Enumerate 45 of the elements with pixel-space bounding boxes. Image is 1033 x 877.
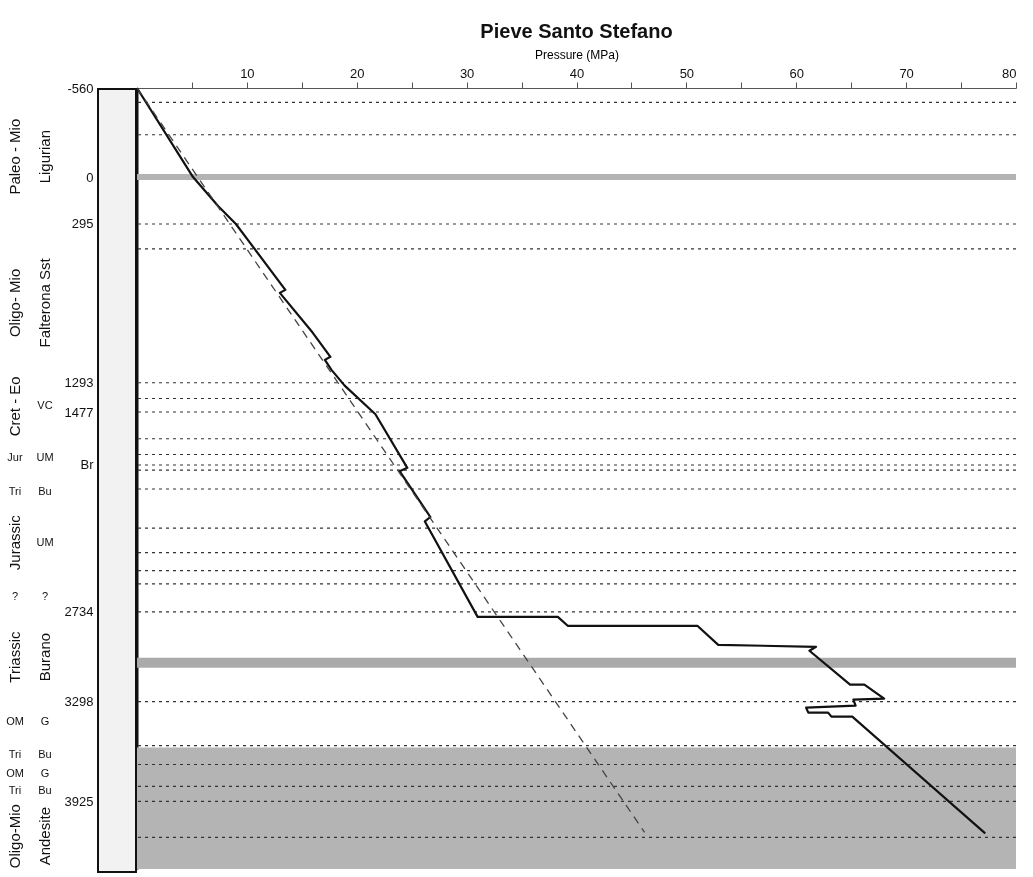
- text: G: [40, 714, 50, 727]
- text: VC: [37, 399, 53, 412]
- text: Triassic: [6, 631, 23, 683]
- x-tick-label: 30: [459, 65, 475, 81]
- text: Falterona Sst: [36, 257, 53, 348]
- y-tick-label: -560: [67, 80, 94, 96]
- text: Cret - Eo: [6, 376, 23, 437]
- text: OM: [6, 767, 24, 780]
- text: Oligo-Mio: [6, 804, 23, 869]
- y-tick-label: 3925: [64, 793, 94, 809]
- text: Andesite: [36, 806, 53, 866]
- y-tick-label: 0: [86, 169, 94, 185]
- x-tick-label: 70: [899, 65, 914, 81]
- text: Tri: [8, 484, 22, 497]
- text: Tri: [8, 747, 22, 760]
- x-tick-label: 20: [350, 65, 365, 81]
- text: OM: [6, 714, 24, 727]
- text: Ligurian: [36, 129, 53, 184]
- y-tick-label: 1477: [64, 404, 94, 420]
- y-tick-label: 2734: [64, 604, 94, 620]
- y-tick-label: 1293: [64, 375, 94, 391]
- text: Paleo - Mio: [6, 118, 23, 195]
- text: Bu: [38, 747, 52, 760]
- text: Oligo- Mio: [6, 268, 23, 338]
- text: Burano: [36, 632, 53, 682]
- x-tick-label: 10: [240, 65, 255, 81]
- y-tick-label: Br: [80, 457, 95, 473]
- y-tick-label: 3298: [64, 694, 94, 710]
- text: Jurassic: [6, 514, 23, 571]
- text: Jur: [7, 451, 23, 464]
- x-tick-label: 60: [789, 65, 804, 81]
- chart-title: Pieve Santo Stefano: [480, 20, 673, 42]
- text: Bu: [38, 484, 52, 497]
- x-axis-title: Pressure (MPa): [534, 47, 620, 62]
- text: Bu: [38, 784, 52, 797]
- text: UM: [36, 451, 54, 464]
- text: ?: [41, 590, 49, 603]
- x-tick-label: 40: [569, 65, 585, 81]
- text: ?: [11, 590, 19, 603]
- text: Tri: [8, 784, 22, 797]
- x-tick-label: 80: [1002, 65, 1017, 81]
- x-tick-label: 50: [679, 65, 695, 81]
- text: UM: [36, 535, 54, 548]
- y-tick-label: 295: [71, 216, 94, 232]
- text: G: [40, 767, 50, 780]
